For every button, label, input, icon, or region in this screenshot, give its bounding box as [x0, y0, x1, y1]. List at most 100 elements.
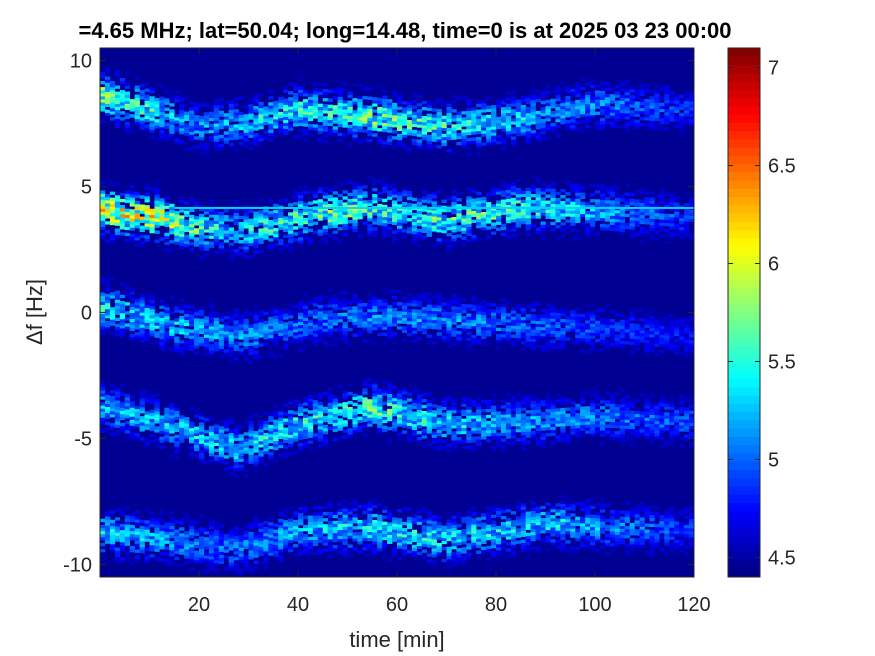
heatmap-cell [302, 308, 309, 312]
heatmap-cell [149, 315, 155, 319]
heatmap-cell [218, 327, 225, 331]
heatmap-cell [273, 134, 279, 138]
heatmap-cell [406, 333, 413, 337]
heatmap-cell [134, 408, 140, 413]
heatmap-cell [109, 547, 116, 551]
heatmap-cell [119, 306, 126, 311]
heatmap-cell [233, 329, 239, 333]
heatmap-cell [154, 101, 160, 105]
heatmap-cell [401, 314, 408, 318]
heatmap-cell [372, 100, 378, 104]
heatmap-cell [154, 197, 160, 201]
heatmap-cell [317, 512, 324, 516]
heatmap-cell [392, 105, 398, 110]
heatmap-cell [382, 110, 388, 114]
heatmap-cell [471, 545, 477, 549]
heatmap-cell [100, 280, 106, 284]
heatmap-cell [298, 537, 304, 541]
heatmap-cell [397, 509, 403, 513]
heatmap-cell [119, 392, 126, 396]
heatmap-cell [446, 317, 452, 322]
heatmap-cell [203, 334, 210, 338]
heatmap-cell [144, 220, 150, 224]
heatmap-cell [233, 541, 239, 546]
heatmap-cell [431, 536, 437, 540]
heatmap-cell [451, 321, 457, 325]
heatmap-cell [223, 467, 229, 471]
heatmap-cell [496, 525, 502, 530]
heatmap-cell [476, 532, 482, 536]
heatmap-cell [223, 567, 229, 571]
heatmap-cell [421, 196, 427, 200]
heatmap-cell [352, 195, 358, 199]
heatmap-cell [352, 324, 358, 328]
heatmap-cell [392, 523, 398, 527]
heatmap-cell [248, 568, 254, 572]
heatmap-cell [164, 220, 170, 224]
heatmap-cell [248, 134, 254, 138]
heatmap-cell [124, 524, 130, 528]
heatmap-cell [441, 142, 447, 147]
heatmap-cell [446, 395, 452, 399]
heatmap-cell [114, 195, 121, 199]
heatmap-cell [233, 326, 239, 330]
heatmap-cell [174, 455, 180, 460]
heatmap-cell [218, 554, 225, 558]
heatmap-cell [347, 94, 353, 98]
heatmap-cell [124, 406, 130, 410]
heatmap-cell [100, 542, 106, 547]
heatmap-cell [134, 94, 140, 98]
heatmap-cell [302, 329, 309, 334]
heatmap-cell [332, 87, 338, 91]
heatmap-cell [184, 243, 190, 248]
heatmap-cell [466, 131, 472, 136]
heatmap-cell [268, 534, 274, 538]
heatmap-cell [406, 519, 413, 524]
heatmap-cell [288, 221, 294, 225]
heatmap-cell [327, 234, 333, 238]
heatmap-cell [451, 118, 457, 122]
heatmap-cell [367, 308, 373, 313]
heatmap-cell [446, 549, 452, 554]
heatmap-cell [124, 436, 130, 440]
heatmap-cell [109, 402, 116, 406]
heatmap-cell [362, 379, 368, 383]
heatmap-cell [243, 474, 249, 478]
heatmap-cell [451, 115, 457, 119]
heatmap-cell [298, 412, 304, 416]
heatmap-cell [367, 327, 373, 331]
heatmap-cell [367, 414, 373, 418]
heatmap-cell [392, 317, 398, 321]
heatmap-cell [421, 507, 427, 511]
heatmap-cell [218, 98, 225, 102]
heatmap-cell [213, 520, 220, 524]
heatmap-cell [199, 437, 205, 441]
heatmap-cell [436, 214, 442, 218]
heatmap-cell [159, 439, 165, 443]
heatmap-cell [159, 114, 165, 119]
heatmap-cell [278, 323, 284, 327]
heatmap-cell [481, 323, 487, 327]
heatmap-cell [367, 519, 373, 523]
heatmap-cell [372, 308, 378, 313]
heatmap-cell [119, 428, 126, 433]
heatmap-cell [327, 524, 333, 528]
heatmap-cell [208, 214, 215, 218]
heatmap-cell [144, 100, 150, 104]
heatmap-cell [144, 438, 150, 442]
heatmap-cell [283, 529, 289, 533]
heatmap-cell [164, 107, 170, 111]
heatmap-cell [268, 117, 274, 121]
heatmap-cell [317, 317, 324, 321]
heatmap-cell [382, 554, 388, 559]
heatmap-cell [288, 437, 294, 441]
heatmap-cell [278, 326, 284, 330]
heatmap-cell [456, 532, 462, 537]
heatmap-cell [213, 250, 220, 255]
heatmap-cell [104, 537, 111, 541]
heatmap-cell [397, 402, 403, 406]
heatmap-cell [476, 112, 482, 117]
heatmap-cell [372, 523, 378, 527]
heatmap-cell [233, 335, 239, 339]
heatmap-cell [322, 92, 328, 96]
